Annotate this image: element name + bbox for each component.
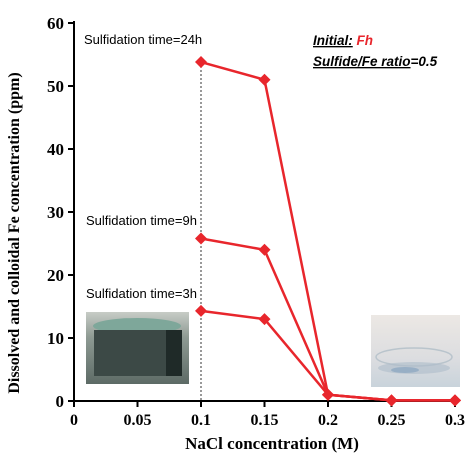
data-point xyxy=(258,313,271,326)
data-point xyxy=(385,394,398,407)
annotation-ratio-label: Sulfide/Fe ratio xyxy=(313,54,411,69)
series-label-24h: Sulfidation time=24h xyxy=(84,32,202,47)
data-point xyxy=(322,388,334,401)
x-tick-label: 0.15 xyxy=(251,412,279,429)
annotation-initial-label: Initial: xyxy=(313,33,353,48)
annotation-ratio: Sulfide/Fe ratio=0.5 xyxy=(313,54,438,69)
series-3 xyxy=(195,304,461,407)
x-tick-label: 0.05 xyxy=(124,412,152,429)
x-tick-label: 0 xyxy=(70,412,78,429)
data-point xyxy=(258,243,271,256)
y-tick-label: 40 xyxy=(47,140,64,159)
series-label-3h: Sulfidation time=3h xyxy=(86,286,197,301)
x-ticks: 0 0.05 0.1 0.15 0.2 0.25 0.3 xyxy=(70,401,465,429)
annotation-initial: Initial: Fh xyxy=(313,33,373,48)
y-ticks: 0 10 20 30 40 50 60 xyxy=(47,14,74,411)
x-tick-label: 0.3 xyxy=(445,412,465,429)
y-tick-label: 0 xyxy=(56,392,65,411)
y-tick-label: 60 xyxy=(47,14,64,33)
annotation-initial-value: Fh xyxy=(357,33,374,48)
y-axis-label: Dissolved and colloidal Fe concentration… xyxy=(6,72,23,393)
photo-inset-dark-vial xyxy=(86,312,189,384)
y-tick-label: 30 xyxy=(47,203,64,222)
x-axis-label: NaCl concentration (M) xyxy=(185,434,359,453)
data-point xyxy=(258,73,271,86)
data-point xyxy=(195,232,207,245)
x-tick-label: 0.25 xyxy=(378,412,406,429)
series-label-9h: Sulfidation time=9h xyxy=(86,213,197,228)
annotation-ratio-value: =0.5 xyxy=(411,54,438,69)
x-tick-label: 0.1 xyxy=(191,412,211,429)
y-tick-label: 50 xyxy=(47,77,64,96)
y-tick-label: 10 xyxy=(47,329,64,348)
photo-inset-clear-vial xyxy=(371,315,460,387)
data-point xyxy=(195,56,207,69)
series-layer xyxy=(195,56,461,407)
y-tick-label: 20 xyxy=(47,266,64,285)
data-point xyxy=(449,394,461,407)
x-tick-label: 0.2 xyxy=(318,412,338,429)
data-point xyxy=(195,304,207,317)
